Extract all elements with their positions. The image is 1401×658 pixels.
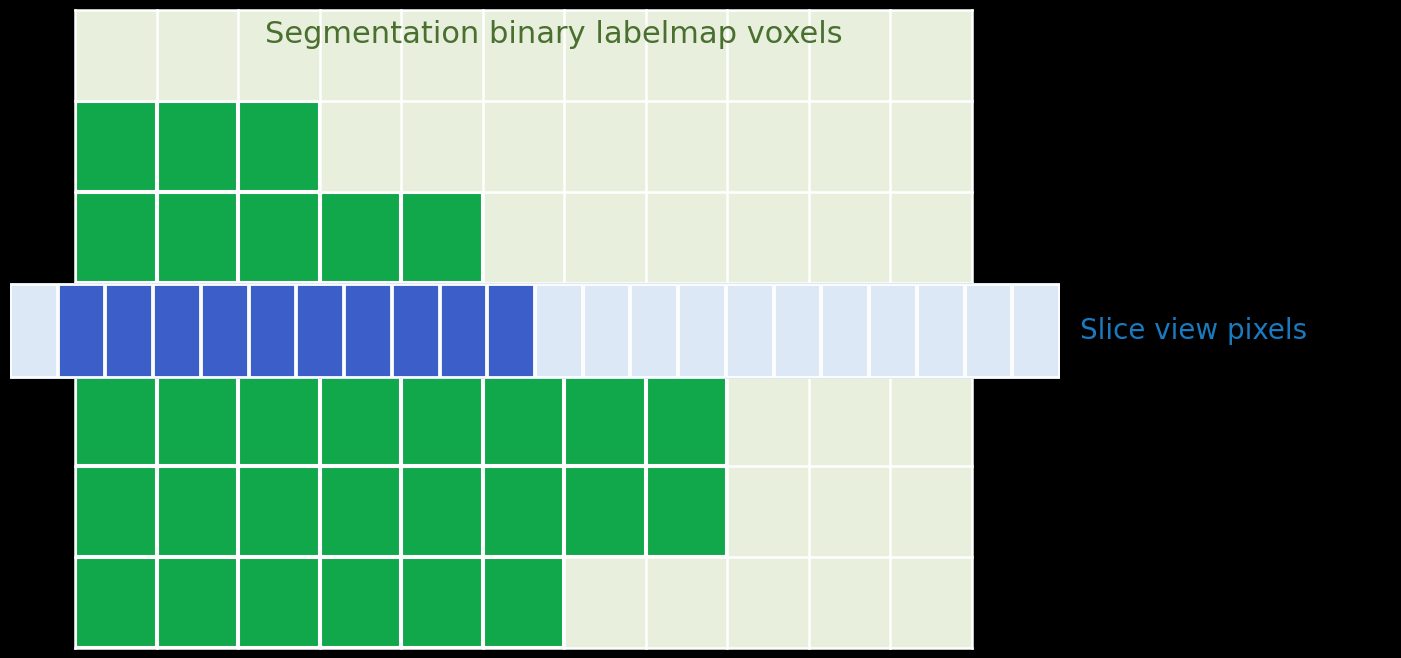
Bar [1013,286,1059,377]
Bar [775,286,821,377]
Bar [240,193,318,282]
Bar [76,10,972,648]
Bar [76,558,156,647]
Bar [202,286,248,377]
Bar [483,467,563,556]
Text: Slice view pixels: Slice view pixels [1080,317,1307,345]
Bar [647,376,726,465]
Bar [157,376,237,465]
Bar [321,193,401,282]
Bar [240,102,318,191]
Bar [157,193,237,282]
Bar [565,376,644,465]
Bar [392,286,439,377]
Bar [321,376,401,465]
Bar [345,286,391,377]
Bar [240,376,318,465]
Bar [584,286,629,377]
Bar [565,467,644,556]
Bar [321,558,401,647]
Bar [76,193,156,282]
Bar [321,467,401,556]
Bar [402,193,482,282]
Bar [965,286,1012,377]
Bar [483,558,563,647]
Bar [297,286,343,377]
Bar [76,376,156,465]
Bar [240,558,318,647]
Bar [157,467,237,556]
Bar [822,286,869,377]
Bar [154,286,200,377]
Bar [59,286,105,377]
Bar [489,286,534,377]
Bar [918,286,964,377]
Bar [402,376,482,465]
Bar [870,286,916,377]
Bar [632,286,677,377]
Bar [402,558,482,647]
Bar [727,286,772,377]
Bar [483,376,563,465]
Text: Segmentation binary labelmap voxels: Segmentation binary labelmap voxels [265,20,842,49]
Bar [249,286,296,377]
Bar [106,286,153,377]
Bar [76,102,156,191]
Bar [240,467,318,556]
Bar [647,467,726,556]
Bar [402,467,482,556]
Bar [157,558,237,647]
Bar [440,286,486,377]
Bar [76,467,156,556]
Bar [679,286,724,377]
Bar [11,286,56,377]
Bar [157,102,237,191]
Bar [537,286,581,377]
Bar [10,284,1061,379]
